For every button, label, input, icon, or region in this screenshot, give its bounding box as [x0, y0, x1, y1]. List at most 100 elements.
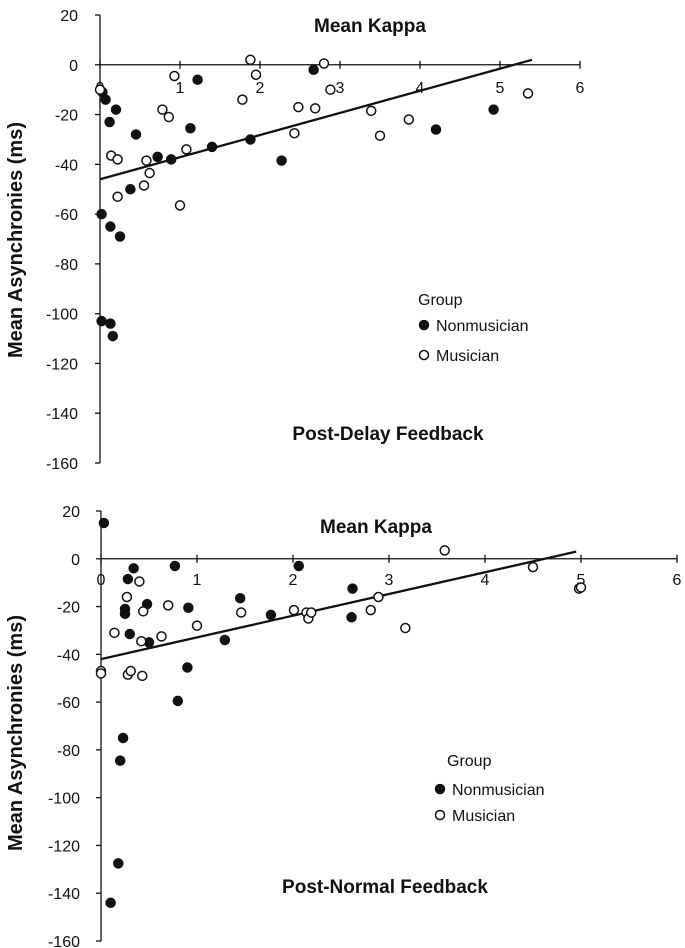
panel-post-normal: Mean Asynchronies (ms) Mean Kappa Post-N… — [5, 504, 682, 948]
data-point-nonmusician — [110, 104, 122, 115]
data-point-musician — [288, 604, 300, 616]
data-point-nonmusician — [265, 609, 277, 621]
legend-marker-musician — [434, 809, 446, 821]
y-tick-label: -140 — [48, 886, 80, 903]
x-tick-label: 1 — [176, 80, 185, 97]
y-axis-label: Mean Asynchronies (ms) — [5, 122, 27, 358]
data-point-nonmusician — [96, 315, 107, 327]
data-point-musician — [156, 631, 167, 642]
y-tick-label: -160 — [46, 456, 78, 473]
data-point-musician — [112, 154, 123, 165]
data-point-nonmusician — [276, 155, 287, 166]
data-point-musician — [94, 84, 106, 95]
y-tick-label: -60 — [55, 207, 78, 224]
data-point-musician — [527, 561, 539, 573]
y-tick-label: -100 — [46, 307, 78, 324]
y-axis-label: Mean Asynchronies (ms) — [5, 615, 27, 851]
legend: Group Nonmusician Musician — [418, 292, 528, 365]
data-point-musician — [318, 58, 330, 69]
data-point-nonmusician — [192, 74, 203, 85]
data-point-musician — [137, 606, 149, 617]
data-point-musician — [365, 604, 377, 616]
data-point-nonmusician — [308, 64, 319, 76]
data-point-musician — [137, 670, 148, 682]
legend-marker-nonmusician — [434, 783, 446, 795]
data-point-musician — [144, 167, 155, 179]
data-point-nonmusician — [346, 612, 357, 623]
data-point-musician — [121, 591, 133, 603]
y-tick-label: -80 — [55, 257, 78, 274]
x-tick-label: 4 — [481, 572, 490, 589]
trend-line — [100, 550, 577, 661]
data-point-nonmusician — [245, 134, 256, 145]
data-point-musician — [250, 69, 262, 80]
data-point-nonmusician — [100, 94, 111, 105]
data-point-musician — [109, 627, 120, 639]
data-point-musician — [191, 620, 203, 631]
legend-label-musician: Musician — [452, 808, 515, 825]
data-point-musician — [138, 180, 150, 191]
y-tick-label: 20 — [62, 504, 80, 521]
data-point-nonmusician — [105, 318, 116, 329]
data-point-musician — [522, 88, 534, 99]
data-point-musician — [95, 668, 107, 679]
data-point-musician — [157, 104, 168, 115]
y-tick-label: -140 — [46, 406, 78, 423]
data-point-nonmusician — [347, 583, 358, 594]
data-point-nonmusician — [130, 129, 142, 140]
y-tick-label: -60 — [57, 695, 80, 712]
data-point-nonmusician — [105, 221, 116, 232]
data-point-nonmusician — [165, 154, 177, 165]
x-tick-label: 2 — [256, 80, 265, 97]
legend-label-nonmusician: Nonmusician — [452, 782, 544, 799]
data-point-nonmusician — [182, 662, 193, 673]
data-point-musician — [439, 545, 450, 556]
data-point-nonmusician — [128, 563, 139, 574]
data-point-musician — [289, 127, 300, 139]
data-point-nonmusician — [114, 755, 126, 766]
data-point-nonmusician — [104, 116, 115, 128]
y-tick-label: 0 — [69, 58, 78, 75]
y-tick-label: -40 — [57, 647, 80, 664]
y-tick-label: 0 — [71, 552, 80, 569]
data-point-musician — [305, 607, 317, 618]
y-tick-label: 20 — [60, 8, 78, 25]
data-point-musician — [403, 114, 415, 125]
x-tick-label: 1 — [193, 572, 202, 589]
data-point-musician — [400, 622, 411, 634]
chart-title: Mean Kappa — [314, 16, 426, 37]
data-point-musician — [174, 200, 186, 211]
data-point-nonmusician — [219, 634, 231, 646]
data-point-musician — [163, 111, 175, 123]
chart-subtitle: Post-Delay Feedback — [292, 424, 484, 445]
data-point-musician — [112, 191, 123, 202]
data-point-musician — [169, 70, 180, 82]
data-point-musician — [374, 130, 386, 141]
data-point-nonmusician — [107, 330, 119, 342]
y-tick-label: -100 — [48, 791, 80, 808]
data-point-musician — [235, 607, 247, 618]
data-point-nonmusician — [169, 560, 181, 572]
data-point-musician — [134, 576, 145, 587]
data-point-musician — [237, 94, 248, 105]
data-point-musician — [575, 582, 587, 593]
data-point-musician — [245, 54, 256, 66]
data-point-nonmusician — [152, 151, 163, 163]
data-point-nonmusician — [293, 560, 305, 572]
data-point-nonmusician — [183, 602, 194, 613]
data-point-nonmusician — [119, 608, 131, 619]
data-point-nonmusician — [172, 695, 184, 707]
data-point-musician — [125, 665, 137, 677]
data-point-nonmusician — [206, 141, 218, 153]
x-tick-label: 4 — [416, 80, 425, 97]
data-point-nonmusician — [113, 858, 124, 869]
data-point-musician — [309, 103, 321, 114]
x-tick-label: 0 — [97, 572, 106, 589]
y-tick-label: -20 — [57, 600, 80, 617]
legend-title: Group — [447, 753, 492, 770]
data-point-musician — [373, 591, 384, 603]
data-point-nonmusician — [488, 104, 499, 115]
chart-subtitle: Post-Normal Feedback — [282, 877, 488, 898]
x-tick-label: 6 — [576, 80, 585, 97]
y-tick-label: -80 — [57, 743, 80, 760]
